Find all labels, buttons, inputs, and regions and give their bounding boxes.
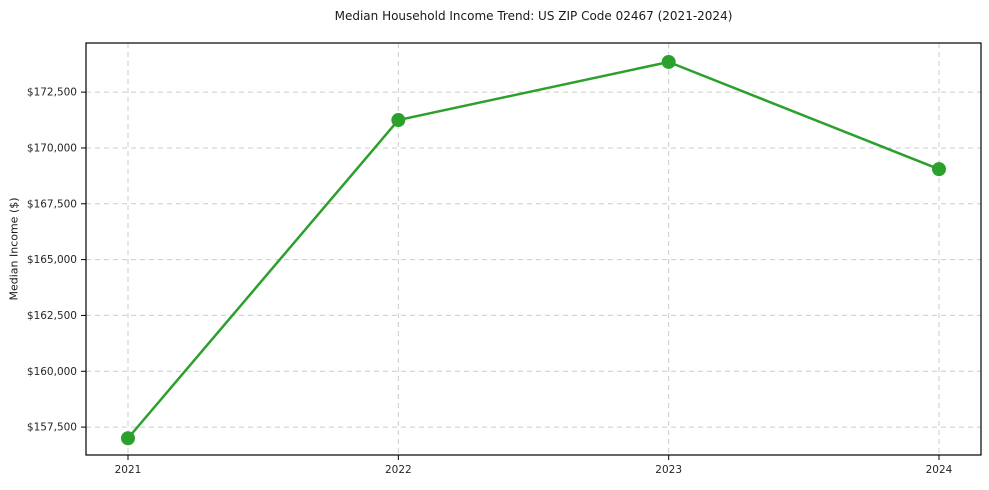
y-tick-label: $172,500 <box>27 87 77 99</box>
y-tick-label: $162,500 <box>27 310 77 322</box>
y-tick-label: $160,000 <box>27 366 77 378</box>
data-point <box>661 54 676 69</box>
x-tick-label: 2023 <box>655 464 682 476</box>
data-point <box>932 162 946 177</box>
x-tick-label: 2024 <box>926 464 953 476</box>
y-tick-label: $165,000 <box>27 254 77 266</box>
y-tick-label: $157,500 <box>27 422 77 434</box>
x-tick-label: 2021 <box>115 464 142 476</box>
data-line <box>127 60 940 440</box>
y-tick-label: $170,000 <box>27 142 77 154</box>
data-point <box>121 431 135 446</box>
data-point <box>391 113 406 128</box>
y-tick-label: $167,500 <box>27 198 77 210</box>
plot-border <box>85 42 982 456</box>
chart-title: Median Household Income Trend: US ZIP Co… <box>334 9 733 23</box>
x-tick-label: 2022 <box>385 464 412 476</box>
